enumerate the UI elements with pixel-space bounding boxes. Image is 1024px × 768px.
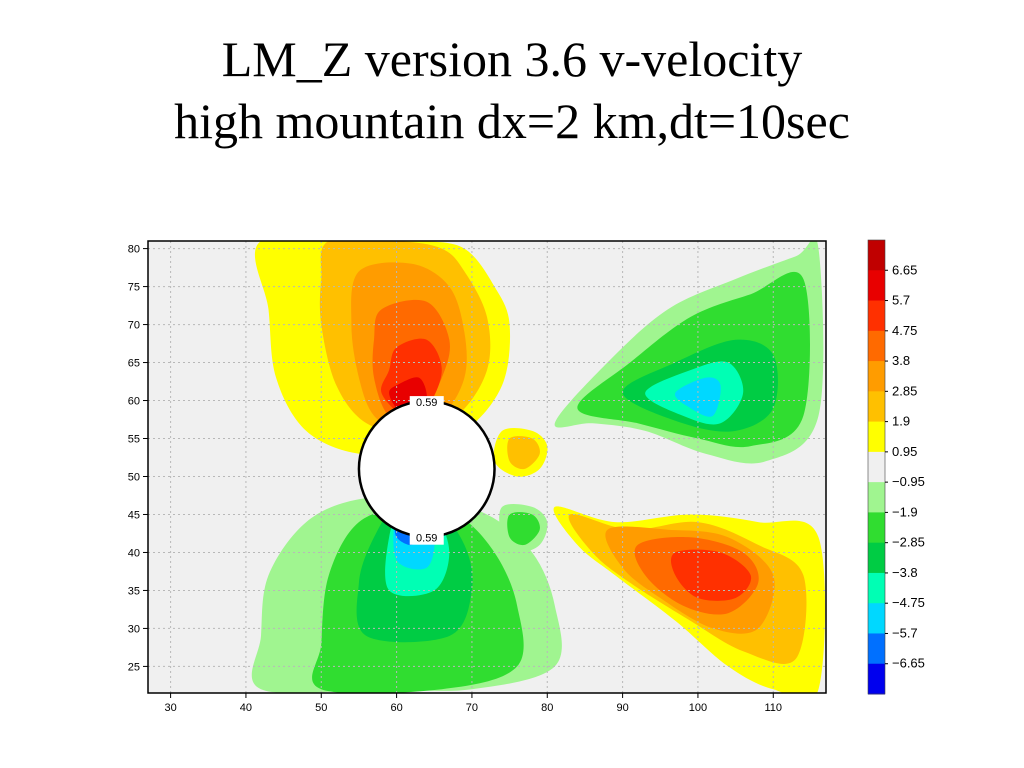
colorbar-swatch-3 — [868, 300, 885, 332]
mountain-label-top: 0.59 — [416, 397, 437, 409]
colorbar-swatch-1 — [868, 240, 885, 271]
y-tick-label-25: 25 — [128, 661, 140, 673]
colorbar-frame — [867, 239, 886, 695]
contour-small-upper-positive-level-2 — [507, 436, 540, 470]
colorbar-swatch-6 — [868, 391, 885, 423]
colorbar: 6.65 5.7 4.75 3.8 2.85 1.9 0.95 −0.95 −1.9 −2.85 −… — [867, 239, 925, 695]
y-tick-label-35: 35 — [128, 585, 140, 597]
title-line-2: high mountain dx=2 km,dt=10sec — [174, 93, 850, 149]
y-tick-label-45: 45 — [128, 509, 140, 521]
colorbar-label-8: −0.95 — [892, 474, 925, 489]
mountain-label-bottom: 0.59 — [416, 533, 437, 545]
colorbar-label-2: 5.7 — [892, 293, 910, 308]
colorbar-swatch-7 — [868, 421, 885, 453]
y-tick-label-65: 65 — [128, 358, 140, 370]
colorbar-label-1: 6.65 — [892, 262, 917, 277]
colorbar-label-10: −2.85 — [892, 535, 925, 550]
colorbar-swatch-10 — [868, 512, 885, 544]
colorbar-label-6: 1.9 — [892, 414, 910, 429]
x-tick-label-50: 50 — [315, 702, 327, 714]
colorbar-label-9: −1.9 — [892, 504, 918, 519]
grid-layer — [148, 241, 826, 693]
title-line-1: LM_Z version 3.6 v-velocity — [221, 31, 803, 87]
plot-frame — [147, 240, 827, 694]
colorbar-swatch-11 — [868, 542, 885, 574]
colorbar-swatch-14 — [868, 633, 885, 665]
mountain-label-bg-bottom — [409, 531, 444, 545]
colorbar-label-4: 3.8 — [892, 353, 910, 368]
colorbar-swatch-15 — [868, 663, 885, 695]
x-tick-label-30: 30 — [164, 702, 176, 714]
mountain-layer: 0.59 0.59 — [357, 396, 496, 545]
colorbar-label-3: 4.75 — [892, 323, 917, 338]
colorbar-swatch-9 — [868, 482, 885, 513]
x-tick-label-80: 80 — [541, 702, 553, 714]
mountain-label-bg-top — [409, 396, 444, 410]
colorbar-label-7: 0.95 — [892, 444, 917, 459]
colorbar-swatch-4 — [868, 330, 885, 362]
x-tick-label-70: 70 — [466, 702, 478, 714]
slide-title: LM_Z version 3.6 v-velocity high mountai… — [0, 28, 1024, 152]
x-tick-label-60: 60 — [390, 702, 402, 714]
colorbar-swatch-2 — [868, 270, 885, 302]
x-tick-label-90: 90 — [616, 702, 628, 714]
colorbar-label-12: −4.75 — [892, 595, 925, 610]
y-tick-label-55: 55 — [128, 434, 140, 446]
x-axis: 30 40 50 60 70 80 90 100 110 — [164, 693, 782, 714]
colorbar-swatch-13 — [868, 603, 885, 634]
contour-small-lower-negative-level-2 — [507, 512, 540, 546]
y-tick-label-40: 40 — [128, 547, 140, 559]
colorbar-label-13: −5.7 — [892, 625, 918, 640]
y-tick-label-60: 60 — [128, 396, 140, 408]
x-tick-label-110: 110 — [764, 702, 782, 714]
colorbar-label-11: −3.8 — [892, 565, 918, 580]
y-tick-label-30: 30 — [128, 623, 140, 635]
colorbar-swatch-12 — [868, 572, 885, 604]
x-tick-label-40: 40 — [240, 702, 252, 714]
colorbar-swatch-5 — [868, 361, 885, 392]
y-tick-label-80: 80 — [128, 244, 140, 256]
mountain-outline — [357, 399, 496, 538]
contour-lower-right-positive-level-5 — [670, 549, 752, 601]
colorbar-label-5: 2.85 — [892, 383, 917, 398]
y-tick-label-70: 70 — [128, 320, 140, 332]
y-tick-label-75: 75 — [128, 282, 140, 294]
x-tick-label-100: 100 — [689, 702, 707, 714]
colorbar-label-14: −6.65 — [892, 656, 925, 671]
colorbar-swatch-8 — [868, 451, 885, 483]
y-tick-label-50: 50 — [128, 471, 140, 483]
y-axis: 25 30 35 40 45 50 55 60 65 70 75 80 — [128, 244, 148, 673]
